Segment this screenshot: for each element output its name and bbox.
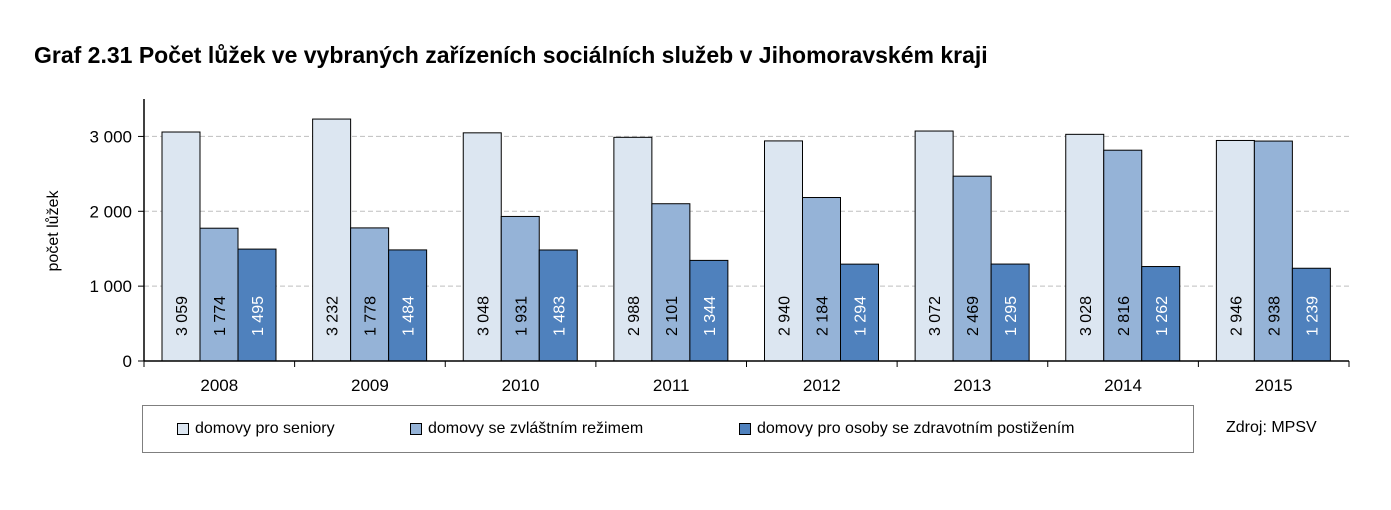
legend-swatch-3 — [739, 423, 751, 435]
x-tick-label: 2009 — [351, 376, 389, 395]
data-label: 2 940 — [777, 296, 794, 336]
bar — [350, 227, 390, 362]
y-tick-label: 1 000 — [89, 277, 132, 296]
data-label: 1 294 — [853, 296, 870, 336]
data-label: 1 778 — [363, 296, 380, 336]
bar — [651, 203, 691, 362]
legend: domovy pro seniory domovy se zvláštním r… — [142, 405, 1194, 453]
x-tick-label: 2014 — [1104, 376, 1142, 395]
data-label: 2 469 — [965, 296, 982, 336]
bar — [914, 130, 954, 362]
legend-item-2: domovy se zvláštním režimem — [410, 420, 643, 438]
bar — [388, 249, 428, 362]
data-label: 1 484 — [401, 296, 418, 336]
bar — [1215, 139, 1255, 362]
data-label: 3 232 — [325, 296, 342, 336]
data-label: 3 028 — [1078, 296, 1095, 336]
data-label: 1 344 — [702, 296, 719, 336]
legend-swatch-2 — [410, 423, 422, 435]
bar — [1141, 266, 1181, 362]
legend-item-1: domovy pro seniory — [177, 420, 335, 438]
data-label: 2 938 — [1266, 296, 1283, 336]
bar — [538, 249, 578, 362]
data-label: 2 184 — [815, 296, 832, 336]
bar — [952, 175, 992, 362]
data-label: 1 239 — [1304, 296, 1321, 336]
data-label: 2 988 — [626, 296, 643, 336]
bars: 3 059 1 774 1 495 3 232 1 778 1 484 3 048 1 931… — [161, 118, 1331, 362]
y-tick-label: 2 000 — [89, 202, 132, 221]
chart-title: Graf 2.31 Počet lůžek ve vybraných zaříz… — [34, 42, 988, 68]
data-label: 3 048 — [475, 296, 492, 336]
bar — [802, 197, 841, 362]
y-tick-label: 0 — [123, 352, 132, 371]
bar — [1291, 267, 1331, 362]
x-tick-label: 2013 — [954, 376, 992, 395]
x-tick-label: 2015 — [1255, 376, 1293, 395]
bar — [500, 215, 540, 362]
x-tick-label: 2010 — [502, 376, 540, 395]
data-label: 1 262 — [1154, 296, 1171, 336]
bar — [1253, 140, 1293, 362]
data-label: 1 295 — [1003, 296, 1020, 336]
data-label: 1 774 — [212, 296, 229, 336]
legend-label-3: domovy pro osoby se zdravotním postižení… — [757, 420, 1075, 437]
x-tick-label: 2012 — [803, 376, 841, 395]
legend-label-2: domovy se zvláštním režimem — [428, 420, 644, 437]
y-axis-label: počet lůžek — [44, 190, 62, 272]
y-tick-label: 3 000 — [89, 127, 132, 146]
bar — [840, 263, 879, 362]
x-tick-label: 2008 — [200, 376, 238, 395]
bar-chart: 3 059 1 774 1 495 3 232 1 778 1 484 3 048 1 931… — [44, 99, 1350, 395]
axes: 0 1 000 2 000 3 000 2008 2009 2010 2011 2012 2013… — [89, 99, 1350, 395]
bar — [199, 227, 239, 362]
data-label: 3 059 — [174, 296, 191, 336]
legend-swatch-1 — [177, 423, 189, 435]
data-label: 2 101 — [664, 296, 681, 336]
data-label: 2 946 — [1228, 296, 1245, 336]
data-label: 3 072 — [927, 296, 944, 336]
bar — [462, 132, 502, 362]
data-label: 1 931 — [513, 296, 530, 336]
bar — [237, 248, 277, 362]
bar — [689, 259, 729, 362]
bar — [1103, 149, 1143, 362]
data-label: 1 495 — [250, 296, 267, 336]
data-label: 1 483 — [551, 296, 568, 336]
x-tick-label: 2011 — [653, 376, 690, 395]
bar — [613, 136, 653, 362]
legend-label-1: domovy pro seniory — [195, 420, 335, 437]
legend-item-3: domovy pro osoby se zdravotním postižení… — [739, 420, 1074, 438]
source-note: Zdroj: MPSV — [1226, 419, 1317, 436]
bar — [990, 263, 1030, 362]
data-label: 2 816 — [1116, 296, 1133, 336]
